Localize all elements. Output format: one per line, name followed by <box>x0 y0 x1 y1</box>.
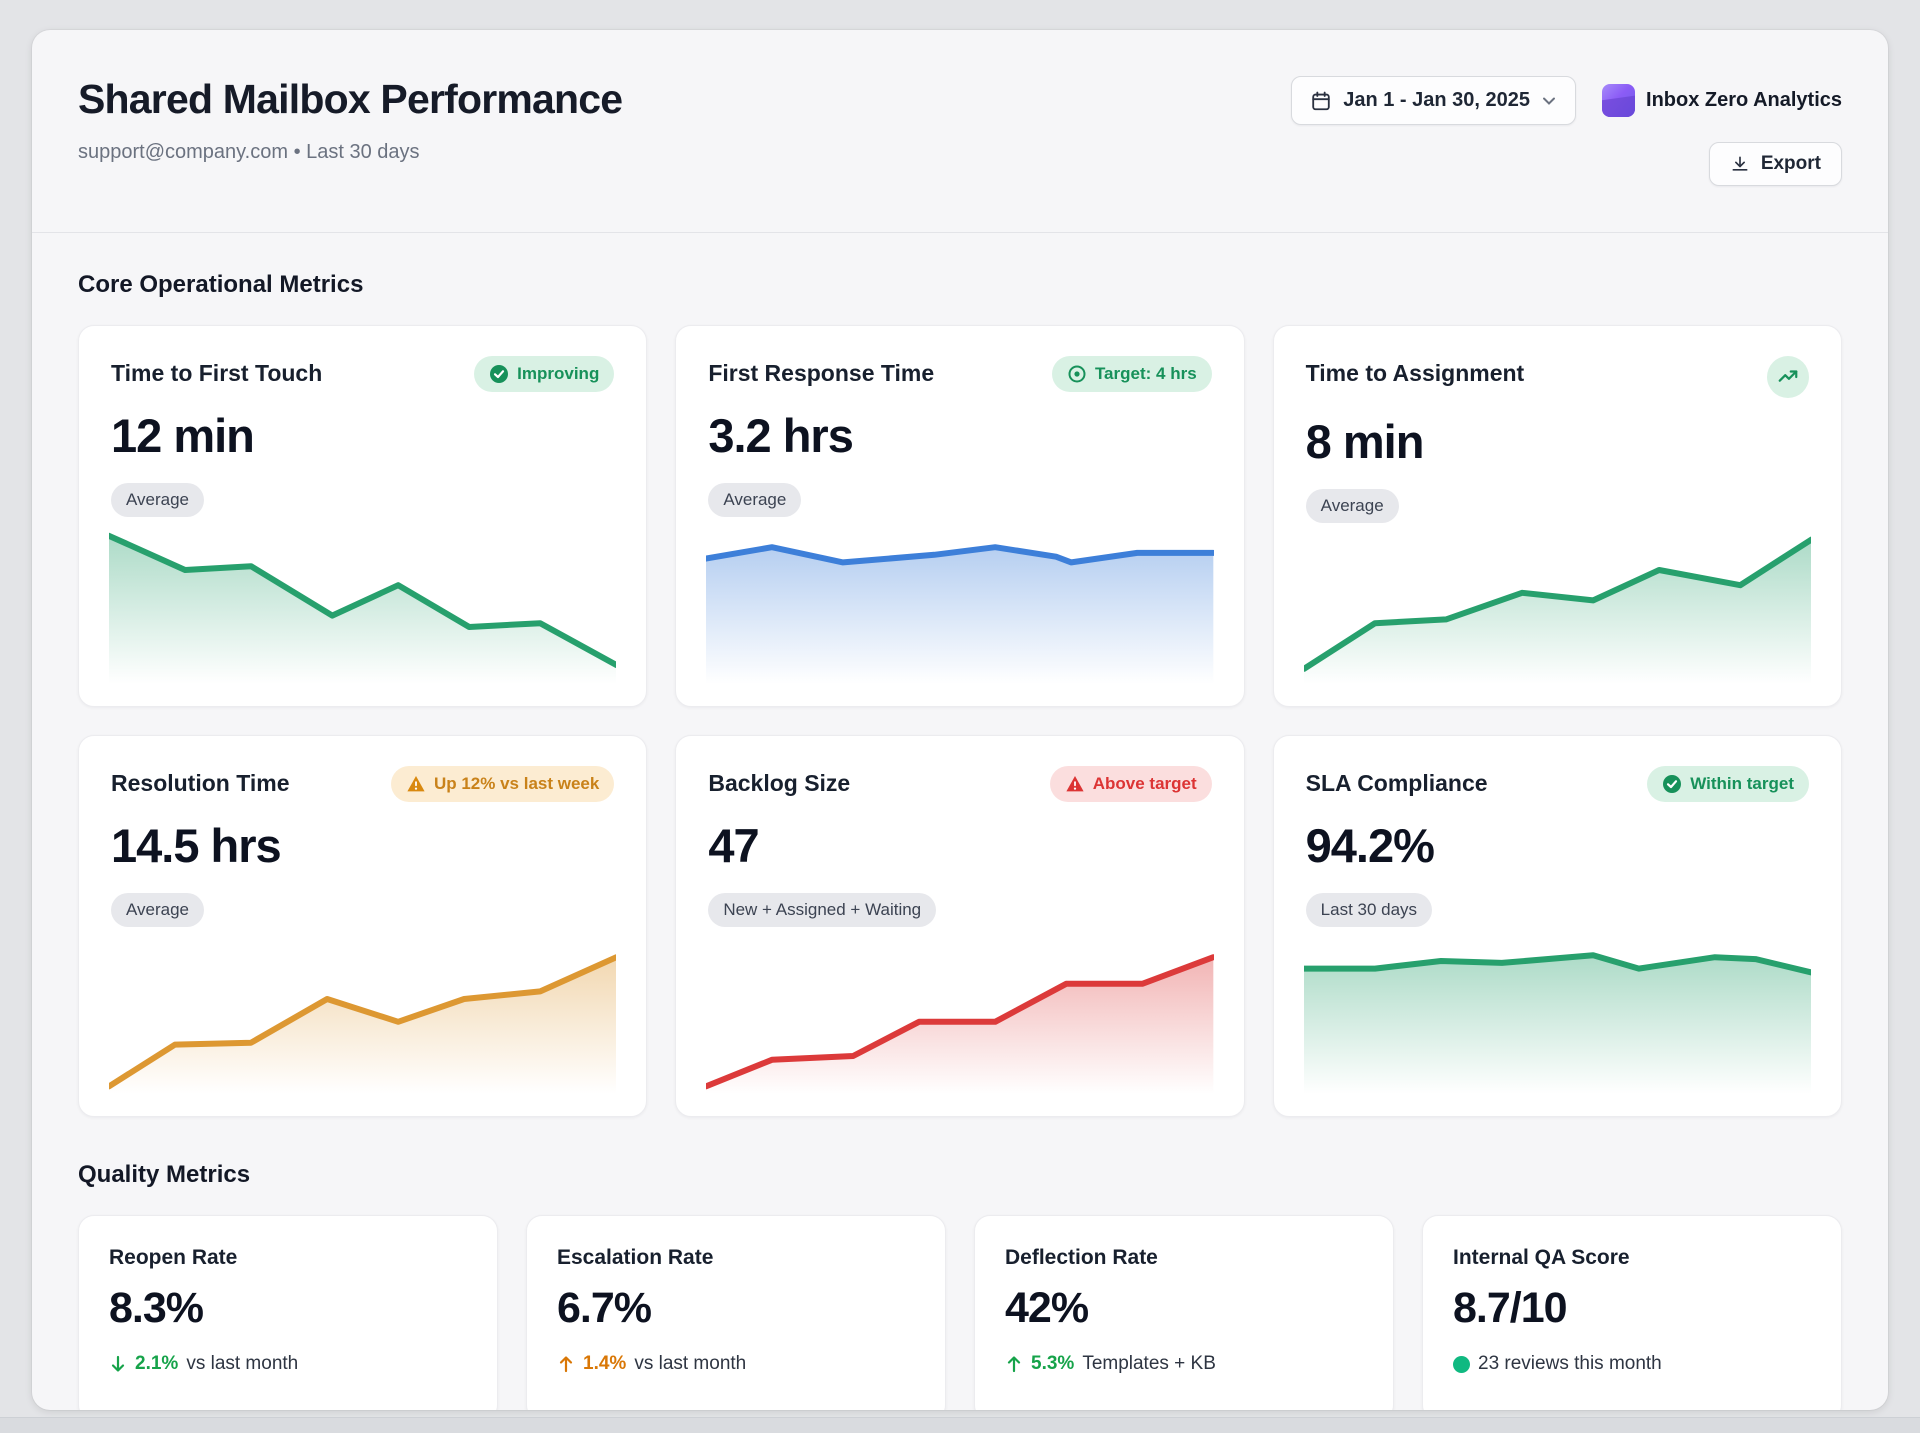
badge-label: Improving <box>517 364 600 383</box>
sparkline-chart <box>109 942 617 1094</box>
quality-metrics-grid: Reopen Rate 8.3% 2.1% vs last month Esca… <box>78 1215 1842 1410</box>
metric-card-time-to-first-touch: Time to First Touch Improving 12 min Ave… <box>78 325 648 707</box>
check-circle-icon <box>1662 774 1682 794</box>
badge-label: Target: 4 hrs <box>1094 364 1197 383</box>
card-pill: Average <box>111 893 205 927</box>
chevron-down-icon <box>1541 93 1557 109</box>
quality-card-deflection-rate: Deflection Rate 42% 5.3% Templates + KB <box>974 1215 1394 1410</box>
card-value: 47 <box>708 819 759 872</box>
delta-value: 5.3% <box>1031 1353 1075 1374</box>
card-value: 3.2 hrs <box>708 409 854 462</box>
card-pill: Average <box>111 483 205 517</box>
card-value: 8 min <box>1305 415 1425 468</box>
badge-label: Within target <box>1690 774 1794 793</box>
card-title: Resolution Time <box>111 770 290 796</box>
warning-triangle-icon <box>406 774 426 794</box>
card-title: SLA Compliance <box>1305 770 1488 796</box>
card-value: 8.7/10 <box>1453 1284 1568 1332</box>
metric-card-resolution-time: Resolution Time Up 12% vs last week 14.5… <box>78 735 648 1117</box>
delta-text: vs last month <box>634 1353 747 1374</box>
card-value: 14.5 hrs <box>111 819 282 872</box>
core-section-title: Core Operational Metrics <box>78 271 364 298</box>
quality-metrics-section: Quality Metrics Reopen Rate 8.3% 2.1% vs… <box>78 1161 1842 1410</box>
card-title: Escalation Rate <box>557 1246 714 1269</box>
quality-card-escalation-rate: Escalation Rate 6.7% 1.4% vs last month <box>526 1215 946 1410</box>
delta-text: vs last month <box>186 1353 299 1374</box>
core-metrics-grid: Time to First Touch Improving 12 min Ave… <box>78 325 1842 1117</box>
arrow-up-icon <box>1005 1354 1023 1374</box>
date-range-label: Jan 1 - Jan 30, 2025 <box>1343 89 1531 111</box>
sparkline-chart <box>1303 942 1811 1094</box>
core-metrics-section: Core Operational Metrics Time to First T… <box>32 233 1888 1410</box>
sparkline-chart <box>109 532 617 684</box>
status-badge-above-target: Above target <box>1049 766 1212 802</box>
dashboard-container: Shared Mailbox Performance support@compa… <box>32 30 1888 1410</box>
card-title: Deflection Rate <box>1005 1246 1158 1269</box>
trending-up-icon <box>1777 366 1799 388</box>
inbox-logo-icon <box>1602 84 1636 117</box>
card-value: 12 min <box>111 409 255 462</box>
metric-card-time-to-assignment: Time to Assignment 8 min Average <box>1272 325 1842 707</box>
delta-text: Templates + KB <box>1082 1353 1216 1374</box>
page-title: Shared Mailbox Performance <box>78 76 623 122</box>
export-button[interactable]: Export <box>1708 142 1842 186</box>
card-value: 6.7% <box>557 1284 652 1332</box>
badge-label: Up 12% vs last week <box>433 774 600 793</box>
card-title: Backlog Size <box>708 770 851 796</box>
header-right: Jan 1 - Jan 30, 2025 Inbox Zero Analytic… <box>1291 76 1842 186</box>
sparkline-chart <box>706 532 1214 684</box>
header-left: Shared Mailbox Performance support@compa… <box>78 76 623 164</box>
green-dot-icon <box>1453 1355 1470 1373</box>
status-badge-target: Target: 4 hrs <box>1051 356 1212 392</box>
export-label: Export <box>1760 153 1821 174</box>
target-icon <box>1067 364 1087 384</box>
card-pill: New + Assigned + Waiting <box>708 893 937 927</box>
page-subtitle: support@company.com • Last 30 days <box>78 141 420 163</box>
metric-card-first-response-time: First Response Time Target: 4 hrs 3.2 hr… <box>675 325 1245 707</box>
quality-card-reopen-rate: Reopen Rate 8.3% 2.1% vs last month <box>78 1215 498 1410</box>
status-badge-warning: Up 12% vs last week <box>390 766 615 802</box>
card-title: First Response Time <box>708 360 935 386</box>
card-value: 42% <box>1005 1284 1089 1332</box>
brand-name: Inbox Zero Analytics <box>1646 89 1842 111</box>
date-range-button[interactable]: Jan 1 - Jan 30, 2025 <box>1291 76 1577 125</box>
quality-card-internal-qa-score: Internal QA Score 8.7/10 23 reviews this… <box>1422 1215 1842 1410</box>
card-title: Time to Assignment <box>1305 360 1525 386</box>
arrow-up-icon <box>557 1354 575 1374</box>
sparkline-chart <box>1303 532 1811 684</box>
badge-label: Above target <box>1092 774 1197 793</box>
card-title: Reopen Rate <box>109 1246 238 1269</box>
check-circle-icon <box>489 364 509 384</box>
status-badge-improving: Improving <box>474 356 615 392</box>
card-title: Time to First Touch <box>111 360 323 386</box>
metric-card-backlog-size: Backlog Size Above target 47 New + Assig… <box>675 735 1245 1117</box>
card-value: 94.2% <box>1305 819 1435 872</box>
card-value: 8.3% <box>109 1284 204 1332</box>
status-badge-within-target: Within target <box>1647 766 1809 802</box>
delta-text: 23 reviews this month <box>1478 1353 1662 1374</box>
card-pill: Last 30 days <box>1305 893 1433 927</box>
card-pill: Average <box>708 483 802 517</box>
warning-triangle-icon <box>1065 774 1085 794</box>
calendar-icon <box>1310 90 1332 112</box>
brand: Inbox Zero Analytics <box>1602 84 1842 117</box>
card-title: Internal QA Score <box>1453 1246 1630 1269</box>
window-bottom-edge <box>0 1417 1920 1433</box>
delta-value: 1.4% <box>583 1353 627 1374</box>
delta-value: 2.1% <box>135 1353 179 1374</box>
header: Shared Mailbox Performance support@compa… <box>32 30 1888 233</box>
card-pill: Average <box>1305 489 1399 523</box>
download-icon <box>1730 154 1750 174</box>
sparkline-chart <box>706 942 1214 1094</box>
trend-badge <box>1766 356 1809 398</box>
metric-card-sla-compliance: SLA Compliance Within target 94.2% Last … <box>1272 735 1842 1117</box>
arrow-down-icon <box>109 1354 127 1374</box>
quality-section-title: Quality Metrics <box>78 1161 251 1188</box>
